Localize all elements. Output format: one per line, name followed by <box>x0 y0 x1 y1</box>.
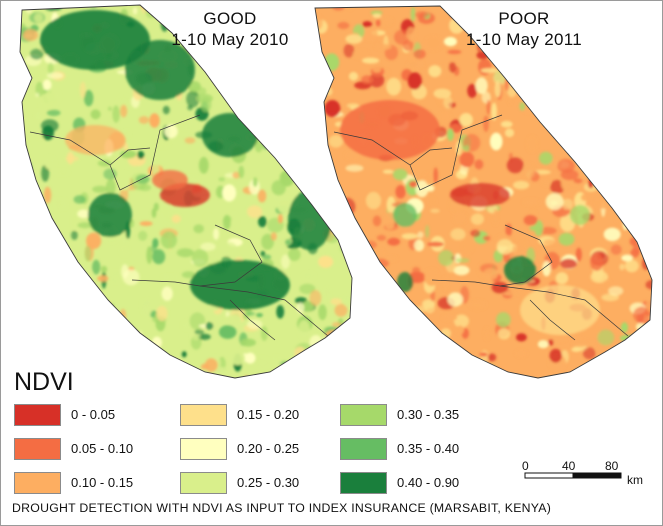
legend-swatch <box>14 437 61 460</box>
map-title-good: GOOD 1-10 May 2010 <box>171 9 289 49</box>
legend-item: 0.30 - 0.35 <box>340 402 459 427</box>
legend-label: 0.35 - 0.40 <box>397 441 460 456</box>
legend-item: 0.05 - 0.10 <box>14 436 133 461</box>
legend-swatch <box>180 403 227 426</box>
legend-swatch <box>180 437 227 460</box>
legend-item: 0.10 - 0.15 <box>14 470 133 495</box>
legend-swatch <box>340 403 387 426</box>
legend-label: 0.40 - 0.90 <box>397 475 460 490</box>
scale-unit: km <box>627 473 643 487</box>
legend-item: 0.40 - 0.90 <box>340 470 459 495</box>
scale-label-40: 40 <box>562 459 576 473</box>
poor-admin-boundaries <box>333 114 629 341</box>
legend-item: 0.15 - 0.20 <box>180 402 299 427</box>
legend-label: 0.20 - 0.25 <box>237 441 300 456</box>
legend-swatch <box>180 471 227 494</box>
legend-swatch <box>340 471 387 494</box>
legend-label: 0.05 - 0.10 <box>71 441 134 456</box>
map-title-poor: POOR 1-10 May 2011 <box>465 9 583 49</box>
legend-swatch <box>14 403 61 426</box>
figure-caption: DROUGHT DETECTION WITH NDVI AS INPUT TO … <box>12 501 552 515</box>
legend-swatch <box>14 471 61 494</box>
legend-label: 0.25 - 0.30 <box>237 475 300 490</box>
scale-bar <box>513 458 629 480</box>
legend-item: 0.20 - 0.25 <box>180 436 299 461</box>
good-admin-boundaries <box>29 114 329 341</box>
legend-label: 0.10 - 0.15 <box>71 475 134 490</box>
legend-title: NDVI <box>14 368 74 396</box>
legend-swatch <box>340 437 387 460</box>
scale-label-80: 80 <box>605 459 619 473</box>
legend-item: 0 - 0.05 <box>14 402 115 427</box>
scale-label-0: 0 <box>522 459 529 473</box>
legend-item: 0.35 - 0.40 <box>340 436 459 461</box>
legend-label: 0.15 - 0.20 <box>237 407 300 422</box>
legend-label: 0 - 0.05 <box>71 407 116 422</box>
legend-label: 0.30 - 0.35 <box>397 407 460 422</box>
legend-item: 0.25 - 0.30 <box>180 470 299 495</box>
